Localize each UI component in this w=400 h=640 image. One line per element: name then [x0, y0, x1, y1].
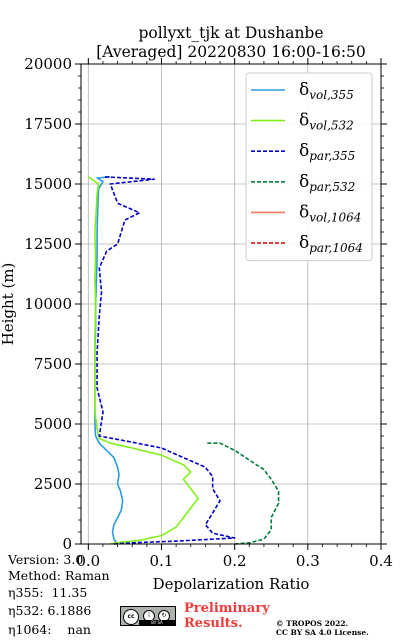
x-tick-label: 0.2	[223, 552, 247, 570]
y-axis-label: Height (m)	[0, 263, 17, 346]
copyright-note: © TROPOS 2022. CC BY SA 4.0 License.	[276, 619, 369, 637]
x-tick-label: 0.1	[150, 552, 174, 570]
legend-label-par532: δpar,532	[299, 172, 355, 194]
x-tick-label: 0.3	[296, 552, 320, 570]
preliminary-line1: Preliminary	[184, 601, 270, 616]
preliminary-results-note: Preliminary Results.	[184, 601, 270, 631]
legend-label-par1064: δpar,1064	[299, 233, 363, 255]
series-line-vol532	[87, 176, 199, 545]
eta1064-text: η1064: nan	[8, 622, 91, 637]
sa-label: SA	[157, 620, 163, 625]
y-tick-label: 15000	[24, 175, 72, 193]
chart-title-line1: pollyxt_tjk at Dushanbe	[138, 24, 323, 42]
y-tick-label: 7500	[34, 355, 72, 373]
y-tick-label: 12500	[24, 235, 72, 253]
cc-strip: BY SA	[139, 620, 175, 625]
legend: δvol,355 δvol,532 δpar,355 δpar,532 δvol,106…	[245, 72, 373, 262]
method-text: Method: Raman	[8, 568, 110, 583]
by-label: BY	[151, 620, 157, 625]
y-tick-label: 5000	[34, 415, 72, 433]
x-tick-label: 0.0	[76, 552, 100, 570]
series-line-par355	[96, 176, 236, 545]
legend-label-vol355: δvol,355	[299, 80, 354, 102]
y-tick-label: 0	[62, 535, 72, 553]
y-tick-label: 2500	[34, 475, 72, 493]
eta355-text: η355: 11.35	[8, 585, 88, 600]
legend-label-vol532: δvol,532	[299, 111, 354, 133]
eta532-text: η532: 6.1886	[8, 603, 92, 618]
x-axis-label: Depolarization Ratio	[153, 575, 310, 593]
y-tick-label: 17500	[24, 115, 72, 133]
legend-label-vol1064: δvol,1064	[299, 202, 361, 224]
preliminary-line2: Results.	[184, 616, 243, 631]
cc-icon: cc	[123, 609, 139, 625]
version-text: Version: 3.0	[8, 552, 84, 567]
y-tick-label: 10000	[24, 295, 72, 313]
copyright-line2: CC BY SA 4.0 License.	[276, 628, 369, 637]
series-line-vol355	[94, 176, 124, 545]
series-lines	[87, 176, 280, 545]
copyright-line1: © TROPOS 2022.	[276, 619, 349, 628]
legend-label-par355: δpar,355	[299, 141, 355, 163]
x-tick-label: 0.4	[369, 552, 393, 570]
y-tick-label: 20000	[24, 55, 72, 73]
chart-title-line2: [Averaged] 20220830 16:00-16:50	[96, 43, 366, 61]
axis-ticks: 0.0 0.1 0.2 0.3 0.4 0 2500 5000 7500 10000 12500 15…	[24, 55, 393, 570]
series-line-par532	[205, 442, 280, 545]
cc-license-badge: cc i ↻ BY SA	[120, 606, 176, 626]
